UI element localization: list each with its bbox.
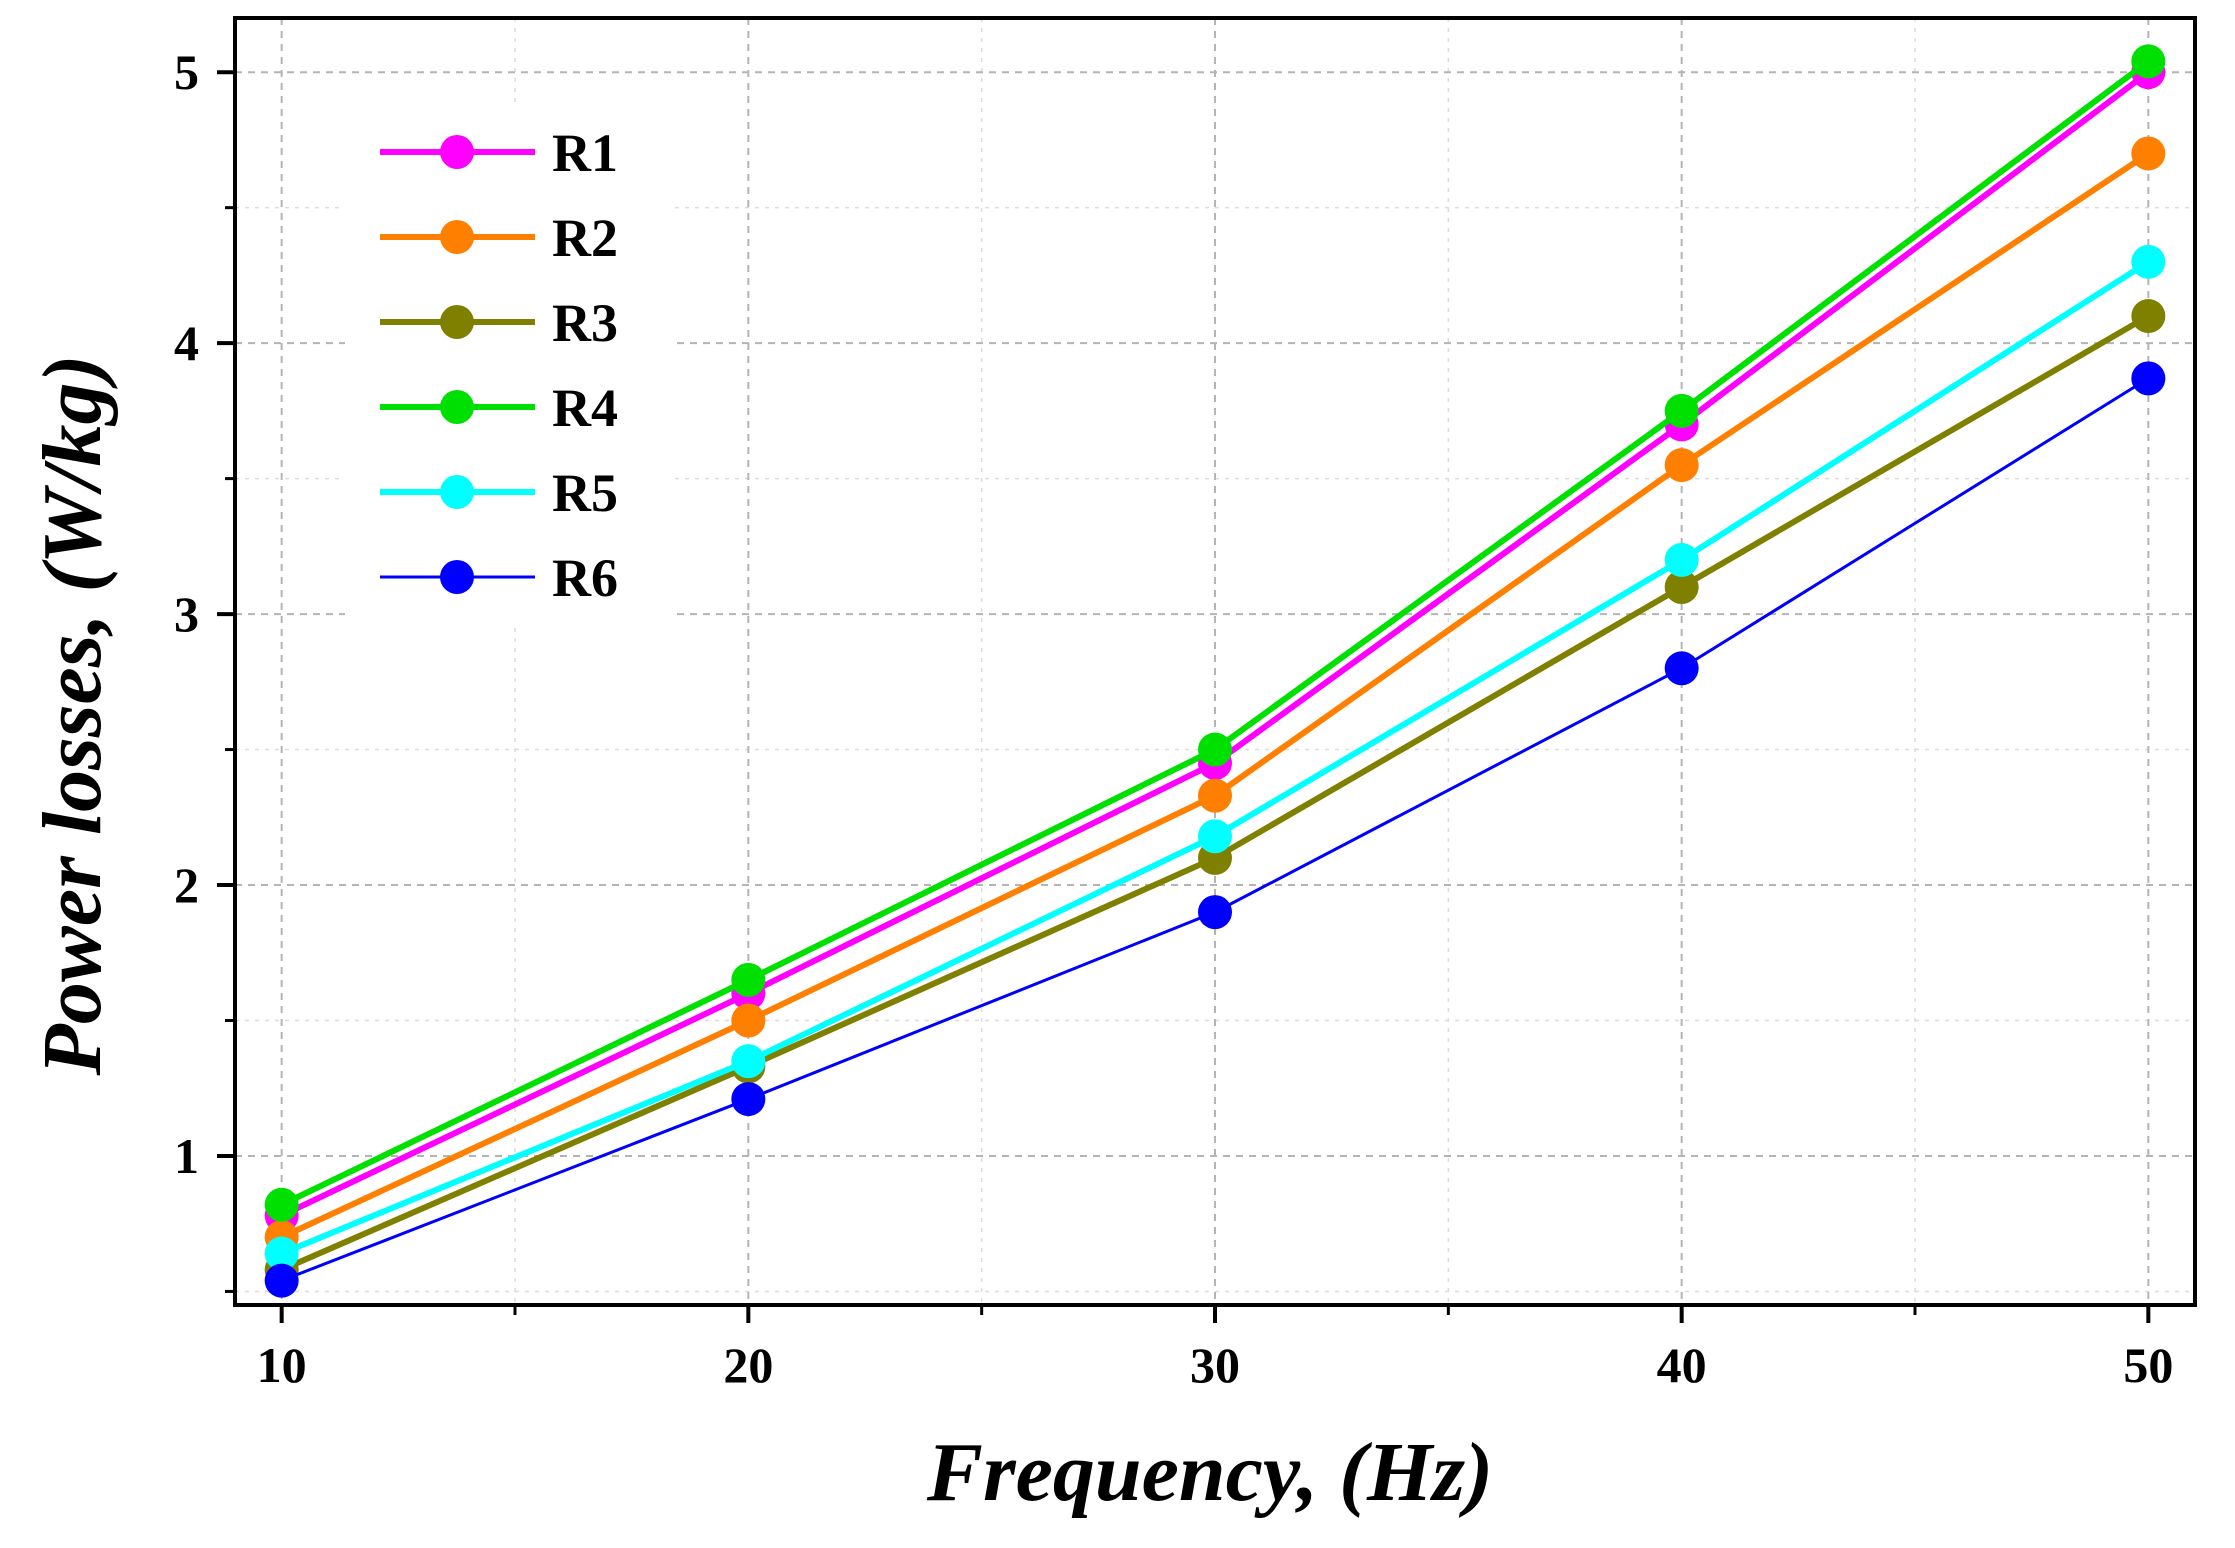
legend-marker-r4 [440, 390, 474, 424]
data-point-r3 [2131, 299, 2166, 334]
data-point-r5 [2131, 244, 2166, 279]
data-point-r3 [1664, 569, 1699, 604]
data-point-r6 [731, 1082, 766, 1117]
legend-label-r2: R2 [552, 208, 618, 268]
data-point-r2 [731, 1003, 766, 1038]
data-point-r5 [1198, 819, 1232, 854]
series-layer [264, 44, 2166, 1298]
legend-label-r3: R3 [552, 293, 618, 353]
series-r5 [264, 244, 2166, 1271]
axes-layer: 10 20 30 40 50 1 2 3 4 5 [174, 16, 2197, 1393]
data-point-r2 [1664, 448, 1699, 483]
y-tick-label: 2 [174, 857, 199, 913]
legend: R1 R2 R3 R4 R5 R6 [345, 108, 675, 628]
data-point-r2 [1198, 778, 1232, 813]
data-point-r6 [1198, 895, 1232, 930]
data-point-r5 [264, 1236, 299, 1271]
data-point-r4 [731, 962, 766, 997]
data-point-r5 [1664, 542, 1699, 577]
data-point-r4 [1664, 393, 1699, 428]
x-axis-title: Frequency, (Hz) [926, 1426, 1493, 1519]
data-point-r4 [264, 1187, 299, 1222]
x-tick-label: 20 [723, 1337, 773, 1393]
legend-label-r5: R5 [552, 463, 618, 523]
legend-marker-r3 [440, 305, 474, 339]
data-point-r5 [731, 1044, 766, 1079]
data-point-r6 [1664, 651, 1699, 686]
data-point-r2 [2131, 136, 2166, 171]
x-tick-label: 10 [257, 1337, 307, 1393]
legend-label-r6: R6 [552, 548, 618, 608]
legend-background [345, 108, 675, 628]
x-tick-label: 30 [1190, 1337, 1240, 1393]
y-tick-label: 1 [174, 1128, 199, 1184]
data-point-r6 [264, 1263, 299, 1298]
y-tick-label: 3 [174, 586, 199, 642]
legend-marker-r2 [440, 220, 474, 254]
y-tick-label: 5 [174, 44, 199, 100]
legend-marker-r1 [440, 135, 474, 169]
legend-label-r4: R4 [552, 378, 618, 438]
x-tick-label: 40 [1657, 1337, 1707, 1393]
data-point-r4 [2131, 44, 2166, 79]
series-r2 [264, 136, 2166, 1255]
legend-marker-r5 [440, 475, 474, 509]
data-point-r4 [1198, 732, 1232, 767]
series-r4 [264, 44, 2166, 1222]
x-tick-label: 50 [2123, 1337, 2173, 1393]
legend-marker-r6 [440, 560, 474, 594]
y-tick-label: 4 [174, 315, 199, 371]
series-r6 [264, 361, 2166, 1298]
y-axis-title: Power losses, (W/kg) [26, 355, 119, 1077]
legend-label-r1: R1 [552, 123, 618, 183]
data-point-r6 [2131, 361, 2166, 396]
